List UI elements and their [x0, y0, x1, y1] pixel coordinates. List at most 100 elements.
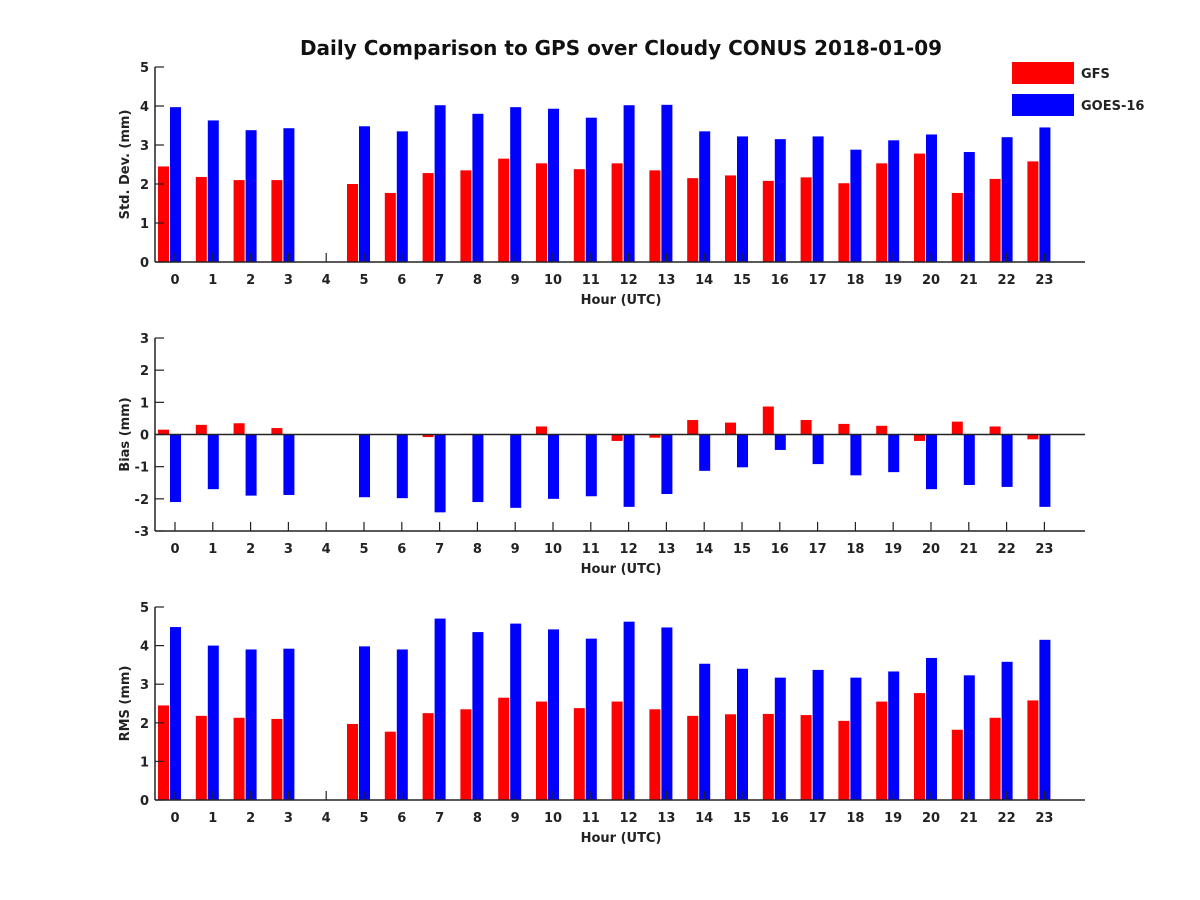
y-tick-label: -2	[135, 493, 149, 508]
y-axis-label: RMS (mm)	[118, 666, 133, 742]
x-tick-label: 21	[960, 811, 978, 826]
y-tick-label: 4	[140, 100, 149, 115]
x-tick-label: 21	[960, 542, 978, 557]
bar-gfs-hour-6	[384, 192, 396, 262]
bar-gfs-hour-8	[460, 709, 472, 800]
x-tick-label: 20	[922, 542, 940, 557]
y-tick-label: 1	[140, 755, 149, 770]
bar-goes16-hour-16	[774, 139, 786, 262]
bar-goes16-hour-21	[963, 675, 975, 800]
x-tick-label: 8	[473, 811, 482, 826]
x-tick-label: 23	[1035, 542, 1053, 557]
bar-goes16-hour-15	[737, 668, 748, 800]
x-tick-label: 0	[170, 273, 179, 288]
bar-goes16-hour-15	[737, 434, 748, 468]
y-tick-label: 2	[140, 364, 149, 379]
bar-goes16-hour-7	[434, 105, 446, 262]
bar-goes16-hour-18	[850, 434, 862, 476]
chart-title: Daily Comparison to GPS over Cloudy CONU…	[300, 36, 942, 60]
x-tick-label: 16	[771, 542, 789, 557]
legend: GFS GOES-16	[1012, 62, 1144, 116]
x-tick-label: 9	[511, 542, 520, 557]
x-tick-label: 7	[435, 542, 444, 557]
bar-gfs-hour-0	[158, 166, 169, 262]
bar-gfs-hour-21	[951, 421, 963, 435]
y-tick-label: 5	[140, 61, 149, 76]
bar-gfs-hour-20	[914, 153, 925, 262]
bar-goes16-hour-6	[396, 131, 408, 262]
x-tick-label: 4	[322, 273, 331, 288]
bar-goes16-hour-9	[510, 107, 522, 262]
bar-gfs-hour-7	[422, 173, 434, 262]
x-tick-label: 22	[998, 542, 1016, 557]
x-tick-label: 15	[733, 273, 751, 288]
y-tick-label: 0	[140, 429, 149, 444]
bar-goes16-hour-3	[283, 128, 295, 262]
bar-goes16-hour-17	[812, 434, 824, 465]
bar-gfs-hour-14	[687, 420, 699, 435]
bar-gfs-hour-3	[271, 180, 283, 262]
y-axis-label: Bias (mm)	[118, 397, 133, 471]
bar-goes16-hour-3	[283, 434, 295, 495]
bar-gfs-hour-3	[271, 718, 283, 800]
x-tick-label: 18	[846, 273, 864, 288]
x-tick-label: 15	[733, 811, 751, 826]
bar-goes16-hour-2	[245, 649, 257, 800]
bar-gfs-hour-19	[876, 425, 888, 435]
x-tick-label: 20	[922, 273, 940, 288]
x-tick-label: 18	[846, 542, 864, 557]
x-tick-label: 14	[695, 273, 713, 288]
x-tick-label: 12	[620, 273, 638, 288]
x-tick-label: 19	[884, 273, 902, 288]
bar-gfs-hour-18	[838, 183, 850, 262]
bar-goes16-hour-17	[812, 669, 824, 800]
bar-goes16-hour-3	[283, 648, 295, 800]
bar-goes16-hour-12	[623, 621, 635, 800]
bar-gfs-hour-13	[649, 709, 661, 800]
y-tick-label: 3	[140, 139, 149, 154]
bar-gfs-hour-10	[536, 163, 547, 262]
bar-gfs-hour-10	[536, 701, 547, 800]
x-tick-label: 11	[582, 811, 600, 826]
y-tick-label: 1	[140, 396, 149, 411]
x-tick-label: 3	[284, 273, 293, 288]
bar-gfs-hour-15	[725, 422, 736, 435]
bar-goes16-hour-20	[926, 434, 937, 490]
bar-goes16-hour-14	[699, 663, 711, 800]
bar-goes16-hour-16	[774, 677, 786, 800]
bar-goes16-hour-2	[245, 434, 257, 496]
bar-goes16-hour-5	[359, 646, 370, 800]
x-tick-label: 8	[473, 542, 482, 557]
bar-gfs-hour-12	[611, 701, 623, 800]
bar-gfs-hour-21	[951, 192, 963, 262]
bar-gfs-hour-20	[914, 693, 925, 800]
bar-gfs-hour-23	[1027, 700, 1039, 800]
x-tick-label: 13	[657, 273, 675, 288]
x-axis-label: Hour (UTC)	[581, 562, 662, 577]
bar-goes16-hour-12	[623, 105, 635, 262]
x-tick-label: 18	[846, 811, 864, 826]
y-tick-label: 2	[140, 717, 149, 732]
bar-goes16-hour-15	[737, 136, 748, 262]
bar-goes16-hour-19	[888, 671, 900, 800]
bar-gfs-hour-1	[195, 176, 207, 262]
bar-goes16-hour-11	[585, 117, 597, 262]
x-tick-label: 13	[657, 811, 675, 826]
x-tick-label: 16	[771, 811, 789, 826]
legend-swatch-gfs	[1012, 62, 1074, 84]
bar-gfs-hour-18	[838, 423, 850, 435]
y-tick-label: 3	[140, 332, 149, 347]
bar-goes16-hour-10	[548, 108, 559, 262]
bar-goes16-hour-23	[1039, 127, 1051, 262]
x-tick-label: 19	[884, 542, 902, 557]
bar-goes16-hour-19	[888, 140, 900, 262]
x-tick-label: 1	[208, 273, 217, 288]
x-tick-label: 14	[695, 542, 713, 557]
x-tick-label: 6	[397, 542, 406, 557]
y-axis-label: Std. Dev. (mm)	[118, 110, 133, 220]
x-tick-label: 6	[397, 811, 406, 826]
x-tick-label: 22	[998, 811, 1016, 826]
bar-gfs-hour-15	[725, 714, 736, 800]
